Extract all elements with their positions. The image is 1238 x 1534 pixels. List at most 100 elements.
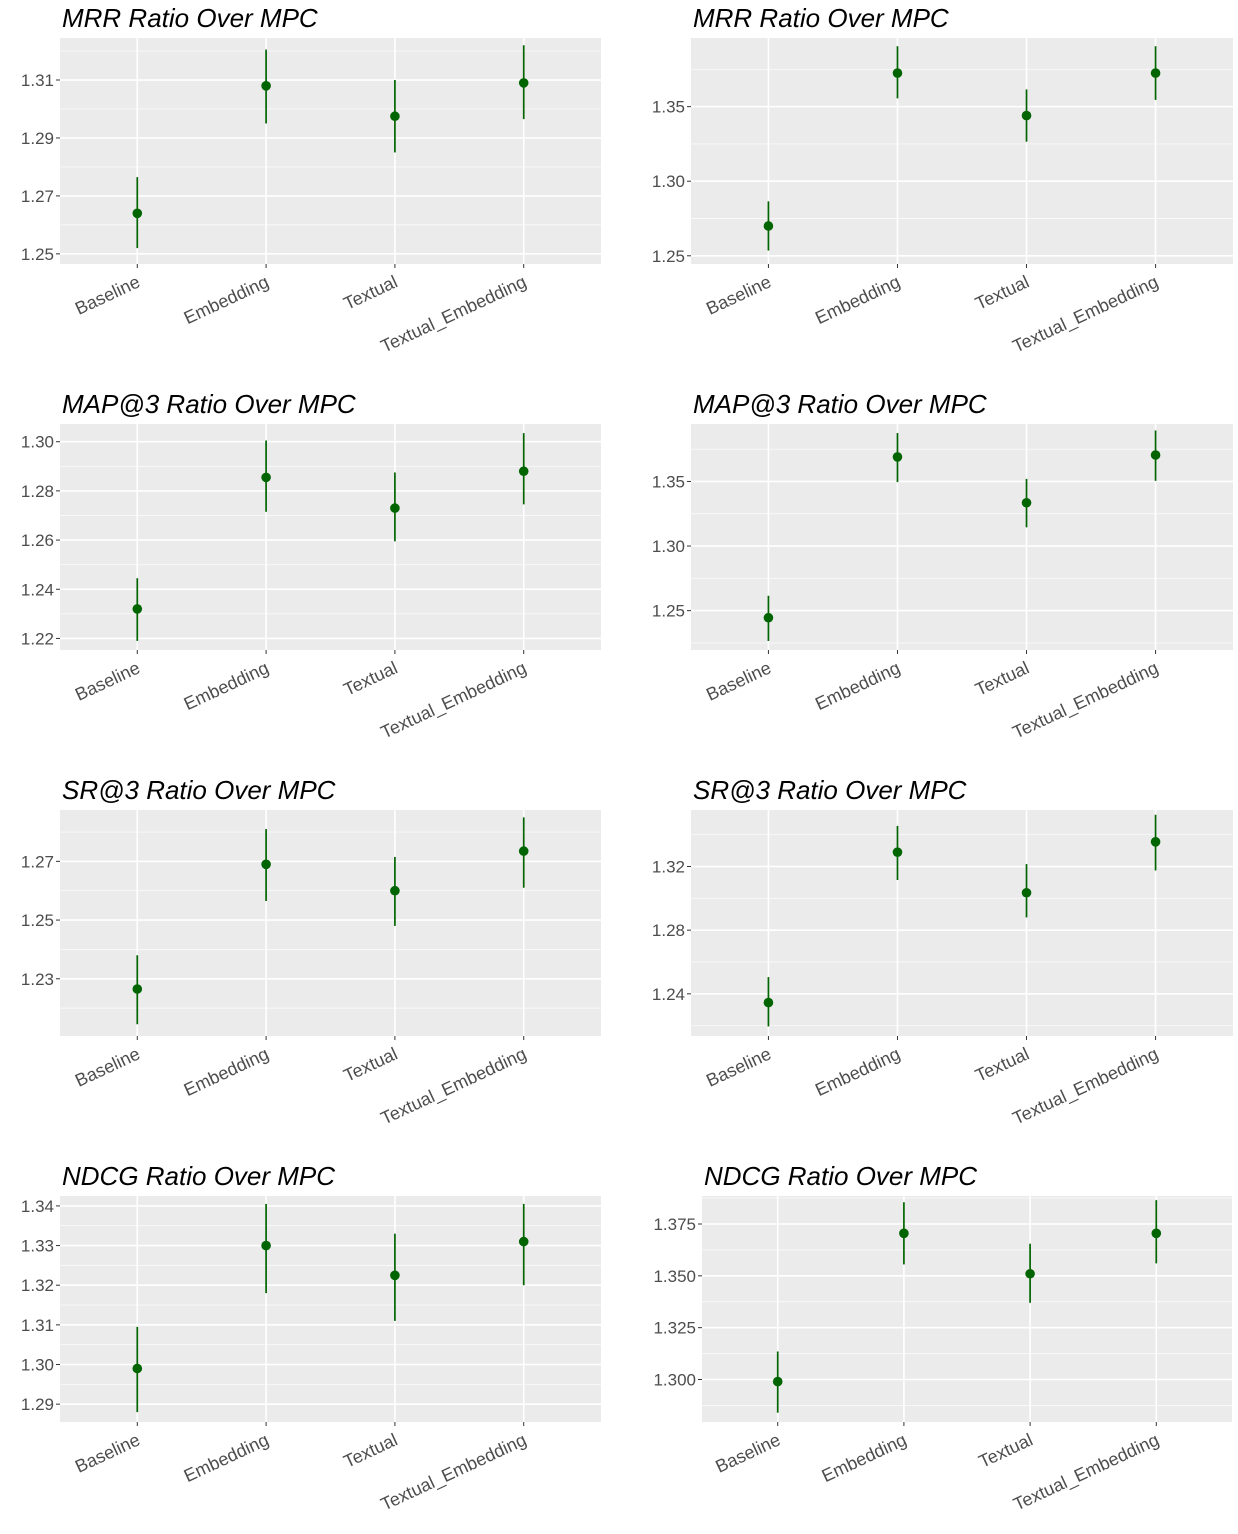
chart-map3-left: MAP@3 Ratio Over MPC 1.22 1.24 1.26 1.28 1.30… [21, 389, 601, 743]
x-tick-label: Textual_Embedding [378, 1043, 530, 1129]
chart-mrr-left: MRR Ratio Over MPC 1.25 1.27 1.29 1.31 Baseli… [21, 3, 601, 357]
data-point [763, 997, 774, 1008]
x-tick-label: Textual [340, 1429, 400, 1471]
data-point [892, 847, 903, 857]
x-tick-label: Baseline [712, 1429, 783, 1476]
y-tick-label: 1.24 [21, 580, 54, 599]
data-point [132, 1363, 143, 1374]
x-tick-label: Textual_Embedding [1010, 271, 1162, 357]
y-tick-label: 1.23 [21, 970, 54, 989]
chart-title: NDCG Ratio Over MPC [62, 1161, 335, 1191]
data-point [1150, 837, 1161, 847]
plot-panel [60, 38, 601, 264]
x-tick-label: Baseline [72, 1043, 143, 1090]
x-tick-label: Textual [976, 1429, 1036, 1471]
data-point [518, 1236, 529, 1247]
y-tick-label: 1.27 [21, 187, 54, 206]
plot-panel [60, 810, 601, 1036]
data-point [1021, 497, 1032, 508]
panel-sr3-left: SR@3 Ratio Over MPC 1.23 1.25 1.27 Baseline E… [0, 772, 620, 1158]
x-tick-label: Embedding [819, 1429, 910, 1486]
grid [60, 1196, 601, 1422]
data-point [1025, 1268, 1035, 1279]
y-tick-label: 1.25 [21, 245, 54, 264]
data-point [892, 452, 903, 462]
grid [60, 424, 601, 650]
grid [691, 424, 1233, 650]
y-tick-label: 1.22 [21, 629, 54, 648]
data-point [132, 208, 143, 219]
data-point [518, 466, 529, 477]
data-series [132, 1203, 529, 1413]
x-tick-label: Baseline [703, 657, 774, 704]
x-tick-label: Embedding [812, 657, 903, 714]
data-point [390, 885, 400, 896]
y-tick-label: 1.32 [652, 858, 685, 877]
y-tick-label: 1.30 [652, 537, 685, 556]
plot-panel [60, 1196, 601, 1422]
data-point [1151, 1228, 1162, 1239]
grid [702, 1196, 1232, 1422]
data-series [763, 46, 1161, 251]
chart-sr3-left: SR@3 Ratio Over MPC 1.23 1.25 1.27 Baseline E… [21, 775, 601, 1129]
plot-panel [691, 424, 1233, 650]
data-series [132, 45, 529, 249]
data-point [1021, 887, 1032, 898]
data-point [261, 859, 271, 870]
y-tick-label: 1.28 [21, 482, 54, 501]
chart-title: MAP@3 Ratio Over MPC [693, 389, 987, 419]
panel-map3-right: MAP@3 Ratio Over MPC 1.25 1.30 1.35 Baseline… [630, 386, 1238, 772]
data-point [1150, 450, 1161, 460]
x-tick-label: Textual_Embedding [378, 1429, 530, 1515]
x-tick-label: Baseline [72, 657, 143, 704]
y-tick-label: 1.32 [21, 1276, 54, 1295]
y-tick-label: 1.30 [652, 172, 685, 191]
chart-title: NDCG Ratio Over MPC [704, 1161, 977, 1191]
x-tick-label: Baseline [703, 1043, 774, 1090]
plot-panel [691, 810, 1233, 1036]
y-tick-label: 1.28 [652, 921, 685, 940]
data-point [763, 612, 774, 623]
y-tick-label: 1.25 [21, 911, 54, 930]
chart-sr3-right: SR@3 Ratio Over MPC 1.24 1.28 1.32 Baseline E… [652, 775, 1233, 1129]
x-tick-label: Baseline [72, 271, 143, 318]
y-tick-label: 1.375 [653, 1215, 696, 1234]
data-series [132, 433, 529, 641]
y-tick-label: 1.34 [21, 1197, 54, 1216]
plot-panel [60, 424, 601, 650]
plot-panel [702, 1196, 1232, 1422]
x-tick-label: Textual_Embedding [1010, 1043, 1162, 1129]
chart-ndcg-right: NDCG Ratio Over MPC 1.300 1.325 1.350 1.375 B… [653, 1161, 1232, 1515]
data-series [132, 817, 529, 1025]
data-point [1150, 68, 1161, 78]
data-series [772, 1200, 1162, 1413]
y-tick-label: 1.31 [21, 1316, 54, 1335]
data-point [518, 78, 529, 88]
panel-mrr-right: MRR Ratio Over MPC 1.25 1.30 1.35 Baseline Em… [630, 0, 1238, 386]
x-tick-label: Textual [340, 271, 400, 313]
chart-title: MAP@3 Ratio Over MPC [62, 389, 356, 419]
x-tick-label: Baseline [703, 271, 774, 318]
data-point [261, 81, 271, 91]
x-tick-label: Textual [340, 657, 400, 699]
y-tick-label: 1.325 [653, 1319, 696, 1338]
x-tick-label: Textual_Embedding [378, 657, 530, 743]
chart-title: MRR Ratio Over MPC [62, 3, 318, 33]
data-point [390, 111, 400, 122]
y-tick-label: 1.30 [21, 433, 54, 452]
data-point [772, 1376, 783, 1387]
y-tick-label: 1.25 [652, 602, 685, 621]
x-tick-label: Textual [972, 271, 1032, 313]
x-tick-label: Embedding [181, 1043, 272, 1100]
panel-ndcg-right: NDCG Ratio Over MPC 1.300 1.325 1.350 1.375 B… [630, 1158, 1238, 1534]
y-tick-label: 1.29 [21, 129, 54, 148]
y-tick-label: 1.24 [652, 985, 685, 1004]
x-tick-label: Textual_Embedding [1010, 657, 1162, 743]
panel-map3-left: MAP@3 Ratio Over MPC 1.22 1.24 1.26 1.28 1.30… [0, 386, 620, 772]
chart-title: MRR Ratio Over MPC [693, 3, 949, 33]
x-tick-label: Embedding [812, 1043, 903, 1100]
data-point [261, 472, 271, 483]
chart-map3-right: MAP@3 Ratio Over MPC 1.25 1.30 1.35 Baseline… [652, 389, 1233, 743]
x-tick-label: Textual_Embedding [378, 271, 530, 357]
x-tick-label: Embedding [181, 657, 272, 714]
